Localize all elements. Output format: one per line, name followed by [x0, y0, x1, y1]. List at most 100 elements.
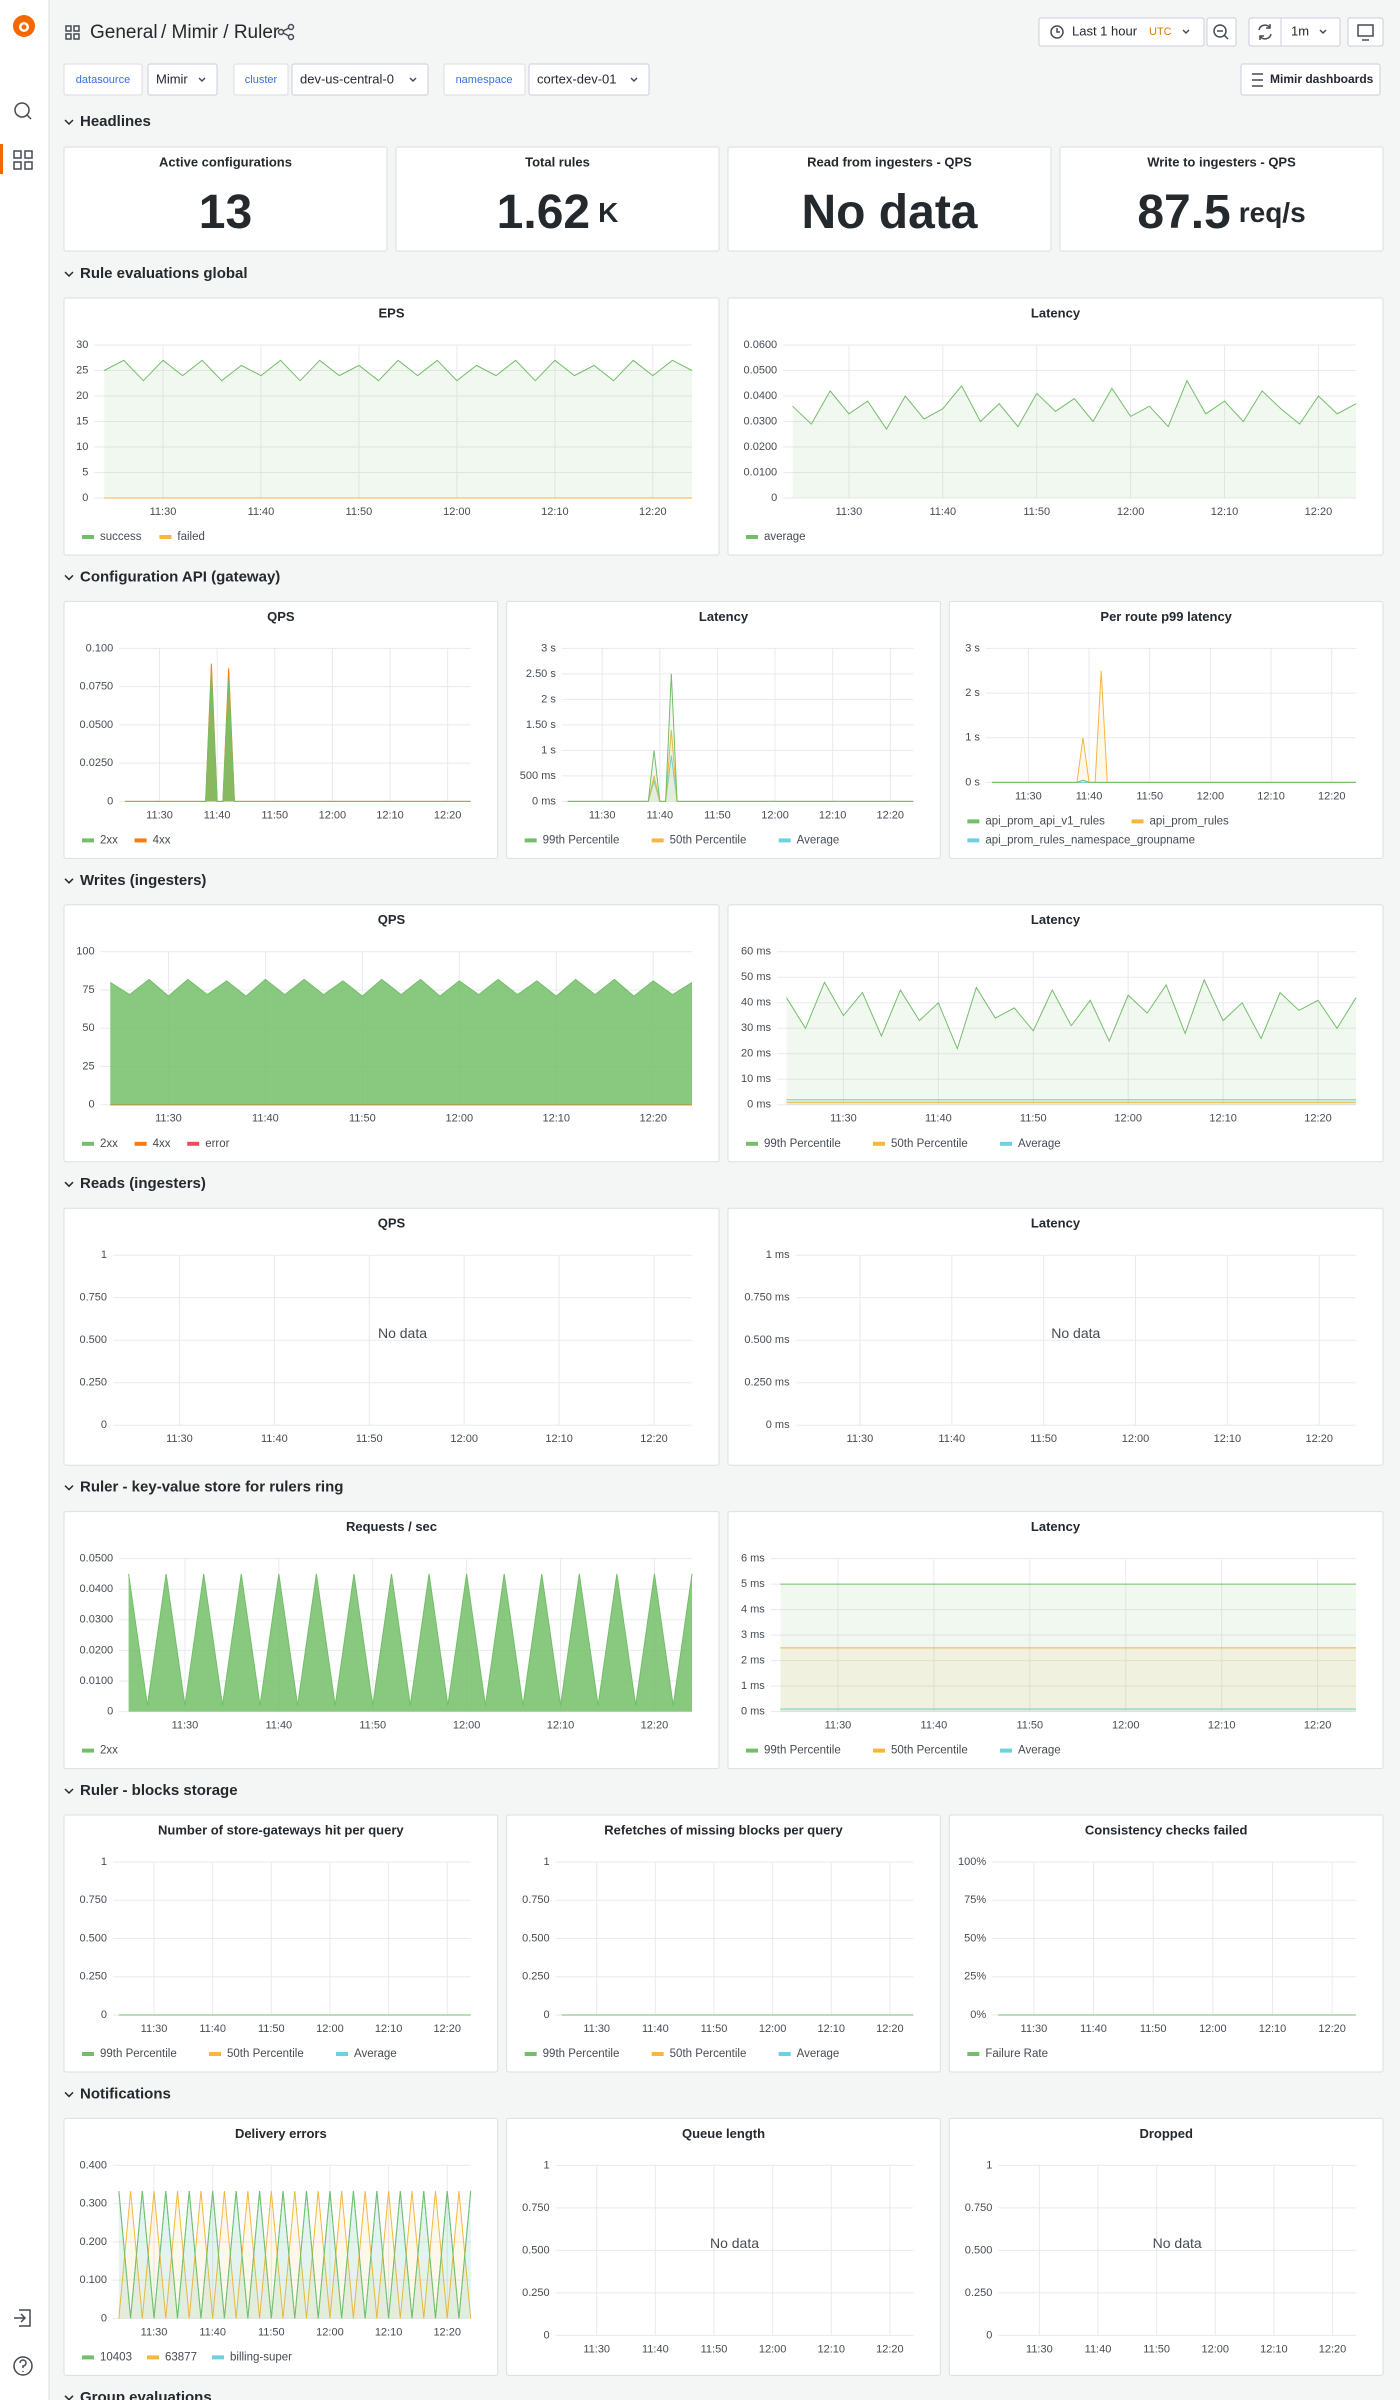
share-icon[interactable] [277, 23, 295, 41]
y-tick-label: 3 ms [741, 1629, 765, 1641]
y-tick-label: 0.0750 [80, 681, 114, 693]
y-tick-label: 0 s [965, 776, 980, 788]
time-picker[interactable]: Last 1 hour UTC [1038, 17, 1205, 47]
tv-mode-button[interactable] [1347, 17, 1384, 47]
series-fill [780, 1584, 1356, 1712]
y-tick-label: 1.50 s [526, 719, 556, 731]
variable-cluster[interactable]: cluster dev-us-central-0 [233, 63, 429, 96]
y-tick-label: 0.750 [522, 2202, 550, 2214]
series-fill [128, 1573, 693, 1712]
section-title: Group evaluations [80, 2389, 212, 2400]
stat-title: Active configurations [159, 154, 292, 169]
y-tick-label: 30 ms [741, 1022, 771, 1034]
x-tick-label: 11:30 [141, 2023, 168, 2035]
y-tick-label: 10 ms [741, 1073, 771, 1085]
section-title: Rule evaluations global [80, 265, 248, 282]
x-tick-label: 12:00 [453, 1720, 481, 1732]
series-fill [992, 670, 1356, 783]
x-tick-label: 11:30 [172, 1720, 199, 1732]
y-tick-label: 2 s [965, 687, 980, 699]
x-tick-label: 12:10 [1214, 1433, 1242, 1445]
collapse-chevron [64, 119, 74, 126]
legend-label: 99th Percentile [543, 834, 620, 846]
x-tick-label: 11:30 [825, 1720, 852, 1732]
panel-title: QPS [378, 912, 406, 927]
x-tick-label: 11:30 [583, 2023, 610, 2035]
dashboards-link-button[interactable]: Mimir dashboards [1240, 63, 1381, 96]
collapse-chevron [64, 1485, 74, 1491]
y-tick-label: 0.500 ms [744, 1334, 790, 1346]
x-tick-label: 11:40 [642, 2023, 669, 2035]
x-tick-label: 11:50 [359, 1720, 386, 1732]
variable-namespace[interactable]: namespace cortex-dev-01 [443, 63, 650, 96]
x-tick-label: 12:10 [1211, 506, 1239, 518]
legend-label: 10403 [100, 2351, 132, 2363]
x-tick-label: 11:40 [925, 1113, 952, 1125]
help-icon[interactable] [13, 2356, 33, 2376]
legend-label: 50th Percentile [891, 1745, 968, 1757]
panel-title: Latency [1031, 1216, 1081, 1231]
y-tick-label: 0.250 [522, 2287, 550, 2299]
search-icon[interactable] [14, 102, 32, 120]
y-tick-label: 0 [82, 492, 88, 504]
y-tick-label: 500 ms [520, 770, 557, 782]
y-tick-label: 25 [76, 364, 88, 376]
y-tick-label: 0.250 [965, 2287, 993, 2299]
panel-title: QPS [378, 1216, 406, 1231]
x-tick-label: 12:10 [817, 2023, 845, 2035]
variable-datasource[interactable]: datasource Mimir [63, 63, 218, 96]
x-tick-label: 11:30 [146, 809, 173, 821]
time-range: Last 1 hour [1072, 23, 1138, 38]
refresh-picker[interactable]: 1m [1248, 17, 1341, 47]
x-tick-label: 11:40 [1076, 790, 1103, 802]
collapse-chevron [64, 1181, 74, 1188]
panel-title: Dropped [1139, 2126, 1193, 2141]
x-tick-label: 11:40 [252, 1113, 279, 1125]
legend-label: 2xx [100, 1138, 118, 1150]
sign-in-icon[interactable] [14, 2309, 31, 2327]
variable-value: Mimir [156, 71, 188, 86]
x-tick-label: 12:20 [876, 2023, 904, 2035]
x-tick-label: 12:10 [819, 809, 847, 821]
x-tick-label: 12:20 [1304, 1720, 1332, 1732]
grafana-logo[interactable] [13, 15, 35, 37]
series-fill [118, 2191, 471, 2319]
stat-unit: K [598, 197, 618, 228]
y-tick-label: 0% [970, 2009, 986, 2021]
zoom-out-button[interactable] [1206, 17, 1237, 47]
panel [948, 600, 1384, 859]
x-tick-label: 12:20 [639, 506, 667, 518]
x-tick-label: 11:30 [589, 809, 616, 821]
variable-label: cluster [245, 74, 278, 86]
x-tick-label: 11:50 [701, 2023, 728, 2035]
y-tick-label: 0 [101, 1419, 107, 1431]
x-tick-label: 12:10 [1209, 1113, 1237, 1125]
x-tick-label: 12:20 [1304, 1113, 1332, 1125]
y-tick-label: 0.400 [79, 2159, 107, 2171]
stat-title: Total rules [525, 154, 590, 169]
panel-title: EPS [378, 305, 404, 320]
section-title: Writes (ingesters) [80, 872, 206, 889]
timezone: UTC [1149, 26, 1172, 38]
legend-label: 4xx [153, 834, 171, 846]
x-tick-label: 11:50 [1136, 790, 1163, 802]
dashboards-icon[interactable] [13, 150, 33, 170]
stat-panel [1059, 146, 1384, 252]
series-fill [118, 2191, 471, 2319]
series-line [567, 673, 914, 802]
collapse-chevron [64, 271, 74, 278]
section-title: Ruler - key-value store for rulers ring [80, 1479, 343, 1496]
series-fill [567, 755, 914, 802]
y-tick-label: 0.250 [79, 1377, 107, 1389]
legend-label: error [205, 1138, 229, 1150]
breadcrumb-folder[interactable]: General [90, 22, 158, 43]
y-tick-label: 10 [76, 441, 88, 453]
dashboards-link: Mimir dashboards [1270, 72, 1374, 86]
legend-label: Average [1018, 1745, 1061, 1757]
x-tick-label: 12:10 [376, 809, 404, 821]
x-tick-label: 12:00 [1199, 2023, 1227, 2035]
stat-value: 1.62 K [497, 186, 619, 239]
section-title: Configuration API (gateway) [80, 568, 280, 585]
x-tick-label: 11:50 [1020, 1113, 1047, 1125]
panel [948, 1814, 1384, 2073]
